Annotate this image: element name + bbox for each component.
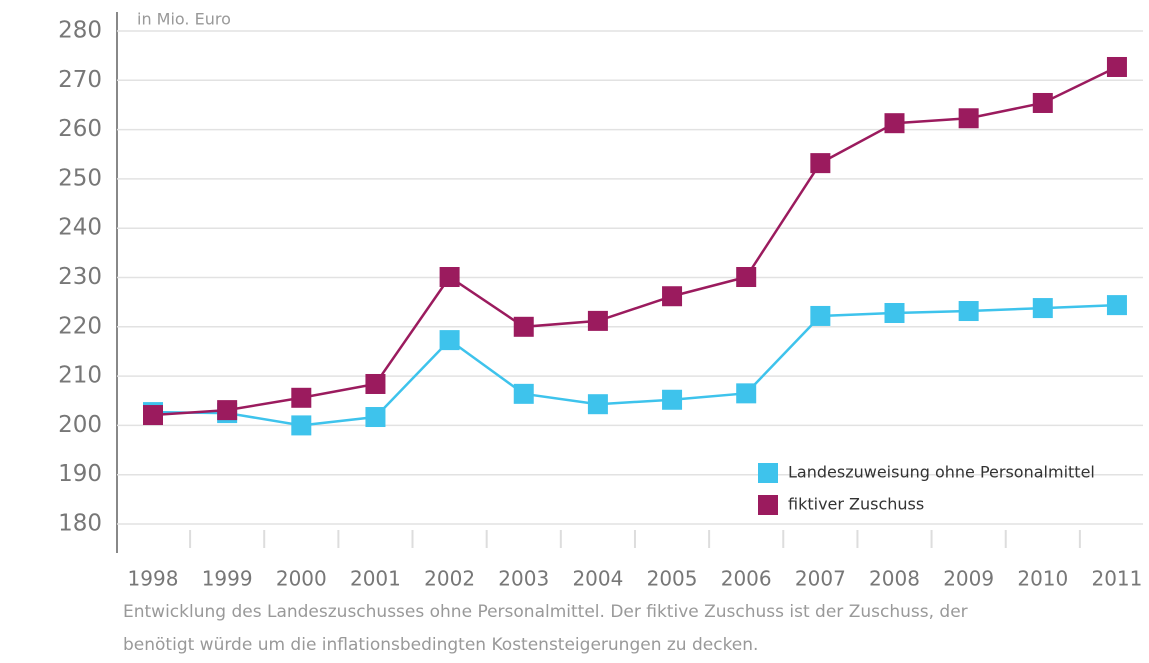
data-point — [810, 305, 831, 326]
data-point — [810, 153, 831, 174]
data-point — [1106, 295, 1127, 316]
x-tick-label: 2002 — [424, 567, 475, 591]
data-point — [958, 108, 979, 129]
data-point — [143, 405, 163, 426]
x-tick-label: 2004 — [572, 567, 623, 591]
legend-swatch — [758, 495, 778, 515]
data-point — [291, 387, 312, 408]
y-tick-label: 280 — [58, 18, 102, 44]
series-line — [152, 65, 1118, 417]
data-point — [513, 316, 534, 337]
y-tick-label: 220 — [58, 313, 102, 339]
y-tick-label: 270 — [58, 67, 102, 93]
data-point — [884, 302, 905, 323]
data-point — [662, 389, 683, 410]
data-point — [217, 400, 238, 421]
series-line — [152, 303, 1117, 427]
legend-label: fiktiver Zuschuss — [788, 495, 924, 514]
y-tick-label: 200 — [58, 412, 102, 438]
unit-label: in Mio. Euro — [137, 10, 231, 29]
x-tick-label: 2007 — [795, 567, 846, 591]
data-point — [439, 267, 460, 288]
y-tick-label: 230 — [58, 264, 102, 290]
x-tick-label: 1999 — [202, 567, 253, 591]
x-tick-label: 2009 — [943, 567, 994, 591]
y-tick-label: 210 — [58, 363, 102, 389]
legend-swatch — [758, 463, 778, 483]
data-point — [662, 286, 683, 307]
x-tick-label: 2000 — [276, 567, 327, 591]
data-point — [884, 113, 905, 134]
data-point — [1106, 56, 1127, 77]
y-tick-label: 250 — [58, 165, 102, 191]
x-tick-label: 1998 — [128, 567, 179, 591]
data-point — [958, 301, 979, 322]
data-point — [439, 330, 460, 351]
caption: benötigt würde um die inflationsbedingte… — [123, 635, 758, 655]
y-tick-label: 180 — [58, 511, 102, 537]
caption: Entwicklung des Landeszuschusses ohne Pe… — [123, 602, 968, 622]
data-point — [736, 383, 757, 404]
data-point — [365, 373, 386, 394]
data-point — [1032, 92, 1053, 113]
y-tick-label: 190 — [58, 461, 102, 487]
data-point — [736, 267, 757, 288]
data-point — [587, 310, 608, 331]
x-tick-label: 2008 — [869, 567, 920, 591]
data-point — [291, 415, 312, 436]
legend-label: Landeszuweisung ohne Personalmittel — [788, 463, 1095, 482]
data-point — [587, 394, 608, 415]
data-point — [365, 407, 386, 428]
x-tick-label: 2001 — [350, 567, 401, 591]
y-tick-label: 240 — [58, 215, 102, 241]
x-tick-label: 2005 — [647, 567, 698, 591]
x-tick-label: 2003 — [498, 567, 549, 591]
x-tick-label: 2010 — [1017, 567, 1068, 591]
x-tick-label: 2006 — [721, 567, 772, 591]
x-tick-label: 2011 — [1091, 567, 1142, 591]
data-point — [513, 383, 534, 404]
data-point — [1032, 298, 1053, 319]
y-tick-label: 260 — [58, 116, 102, 142]
